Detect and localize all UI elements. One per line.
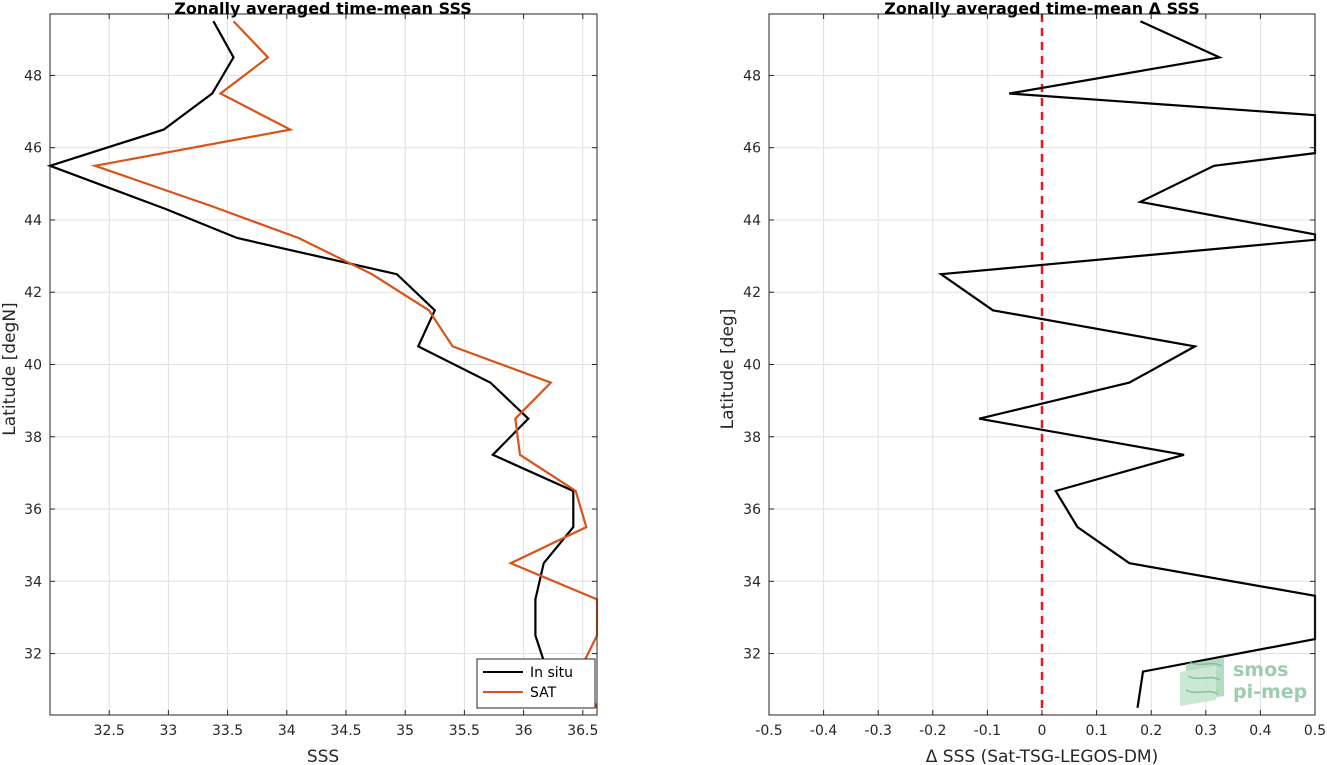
right-x-tick-label: -0.2	[919, 723, 946, 739]
right-y-tick-label: 40	[743, 358, 761, 374]
left-x-tick-label: 35.5	[449, 723, 480, 739]
right-x-axis-label: Δ SSS (Sat-TSG-LEGOS-DM)	[926, 747, 1158, 765]
left-y-tick-label: 38	[24, 430, 42, 446]
left-x-tick-label: 34	[278, 723, 296, 739]
right-y-tick-label: 46	[743, 141, 761, 157]
right-x-tick-label: -0.1	[974, 723, 1001, 739]
right-y-tick-label: 32	[743, 647, 761, 663]
left-x-axis-label: SSS	[307, 747, 339, 765]
right-x-tick-label: 0.2	[1140, 723, 1162, 739]
right-y-tick-label: 42	[743, 285, 761, 301]
left-y-tick-label: 36	[24, 502, 42, 518]
smos-pi-mep-logo: smos pi-mep	[1180, 658, 1307, 706]
left-y-tick-label: 34	[24, 574, 42, 590]
right-y-tick-label: 34	[743, 574, 761, 590]
left-series-line-in-situ	[46, 20, 575, 709]
right-x-tick-label: 0.4	[1249, 723, 1271, 739]
logo-waves-icon	[1180, 658, 1224, 706]
left-chart-title: Zonally averaged time-mean SSS	[174, 0, 472, 18]
left-x-tick-label: 32.5	[94, 723, 125, 739]
legend: In situ SAT	[476, 658, 596, 709]
right-y-tick-label: 36	[743, 502, 761, 518]
right-x-tick-label: 0.3	[1195, 723, 1217, 739]
right-chart-title: Zonally averaged time-mean Δ SSS	[884, 0, 1200, 18]
right-y-axis-label: Latitude [deg]	[718, 309, 738, 430]
left-y-tick-label: 40	[24, 358, 42, 374]
left-series-line-sat	[90, 20, 599, 709]
right-y-tick-label: 48	[743, 68, 761, 84]
left-x-tick-label: 36	[515, 723, 533, 739]
right-x-tick-label: -0.3	[865, 723, 892, 739]
right-x-tick-label: -0.5	[755, 723, 782, 739]
right-x-tick-label: 0	[1038, 723, 1047, 739]
left-x-tick-label: 33.5	[212, 723, 243, 739]
logo-text-pi-mep: pi-mep	[1233, 681, 1307, 703]
legend-label-in-situ: In situ	[530, 665, 573, 681]
left-y-tick-label: 32	[24, 647, 42, 663]
right-chart-panel: -0.5 -0.4 -0.3 -0.2 -0.1 0 0.1 0.2 0.3 0.4 0.5 32 34…	[718, 0, 1326, 765]
right-x-tick-label: -0.4	[810, 723, 837, 739]
legend-box	[476, 658, 596, 709]
logo-text-smos: smos	[1233, 659, 1288, 681]
left-x-tick-label: 34.5	[330, 723, 361, 739]
left-x-tick-label: 33	[159, 723, 177, 739]
left-y-tick-label: 46	[24, 141, 42, 157]
left-y-axis-label: Latitude [degN]	[0, 302, 20, 435]
right-y-tick-label: 44	[743, 213, 761, 229]
left-y-tick-label: 42	[24, 285, 42, 301]
left-chart-panel: 32.5 33 33.5 34 34.5 35 35.5 36 36.5 32 34 36 38 40 42…	[0, 0, 598, 765]
right-x-tick-label: 0.5	[1304, 723, 1326, 739]
left-x-tick-label: 35	[396, 723, 414, 739]
left-x-tick-label: 36.5	[567, 723, 598, 739]
right-x-tick-label: 0.1	[1085, 723, 1107, 739]
right-y-tick-label: 38	[743, 430, 761, 446]
left-y-tick-label: 44	[24, 213, 42, 229]
legend-label-sat: SAT	[530, 685, 557, 701]
left-y-tick-label: 48	[24, 68, 42, 84]
